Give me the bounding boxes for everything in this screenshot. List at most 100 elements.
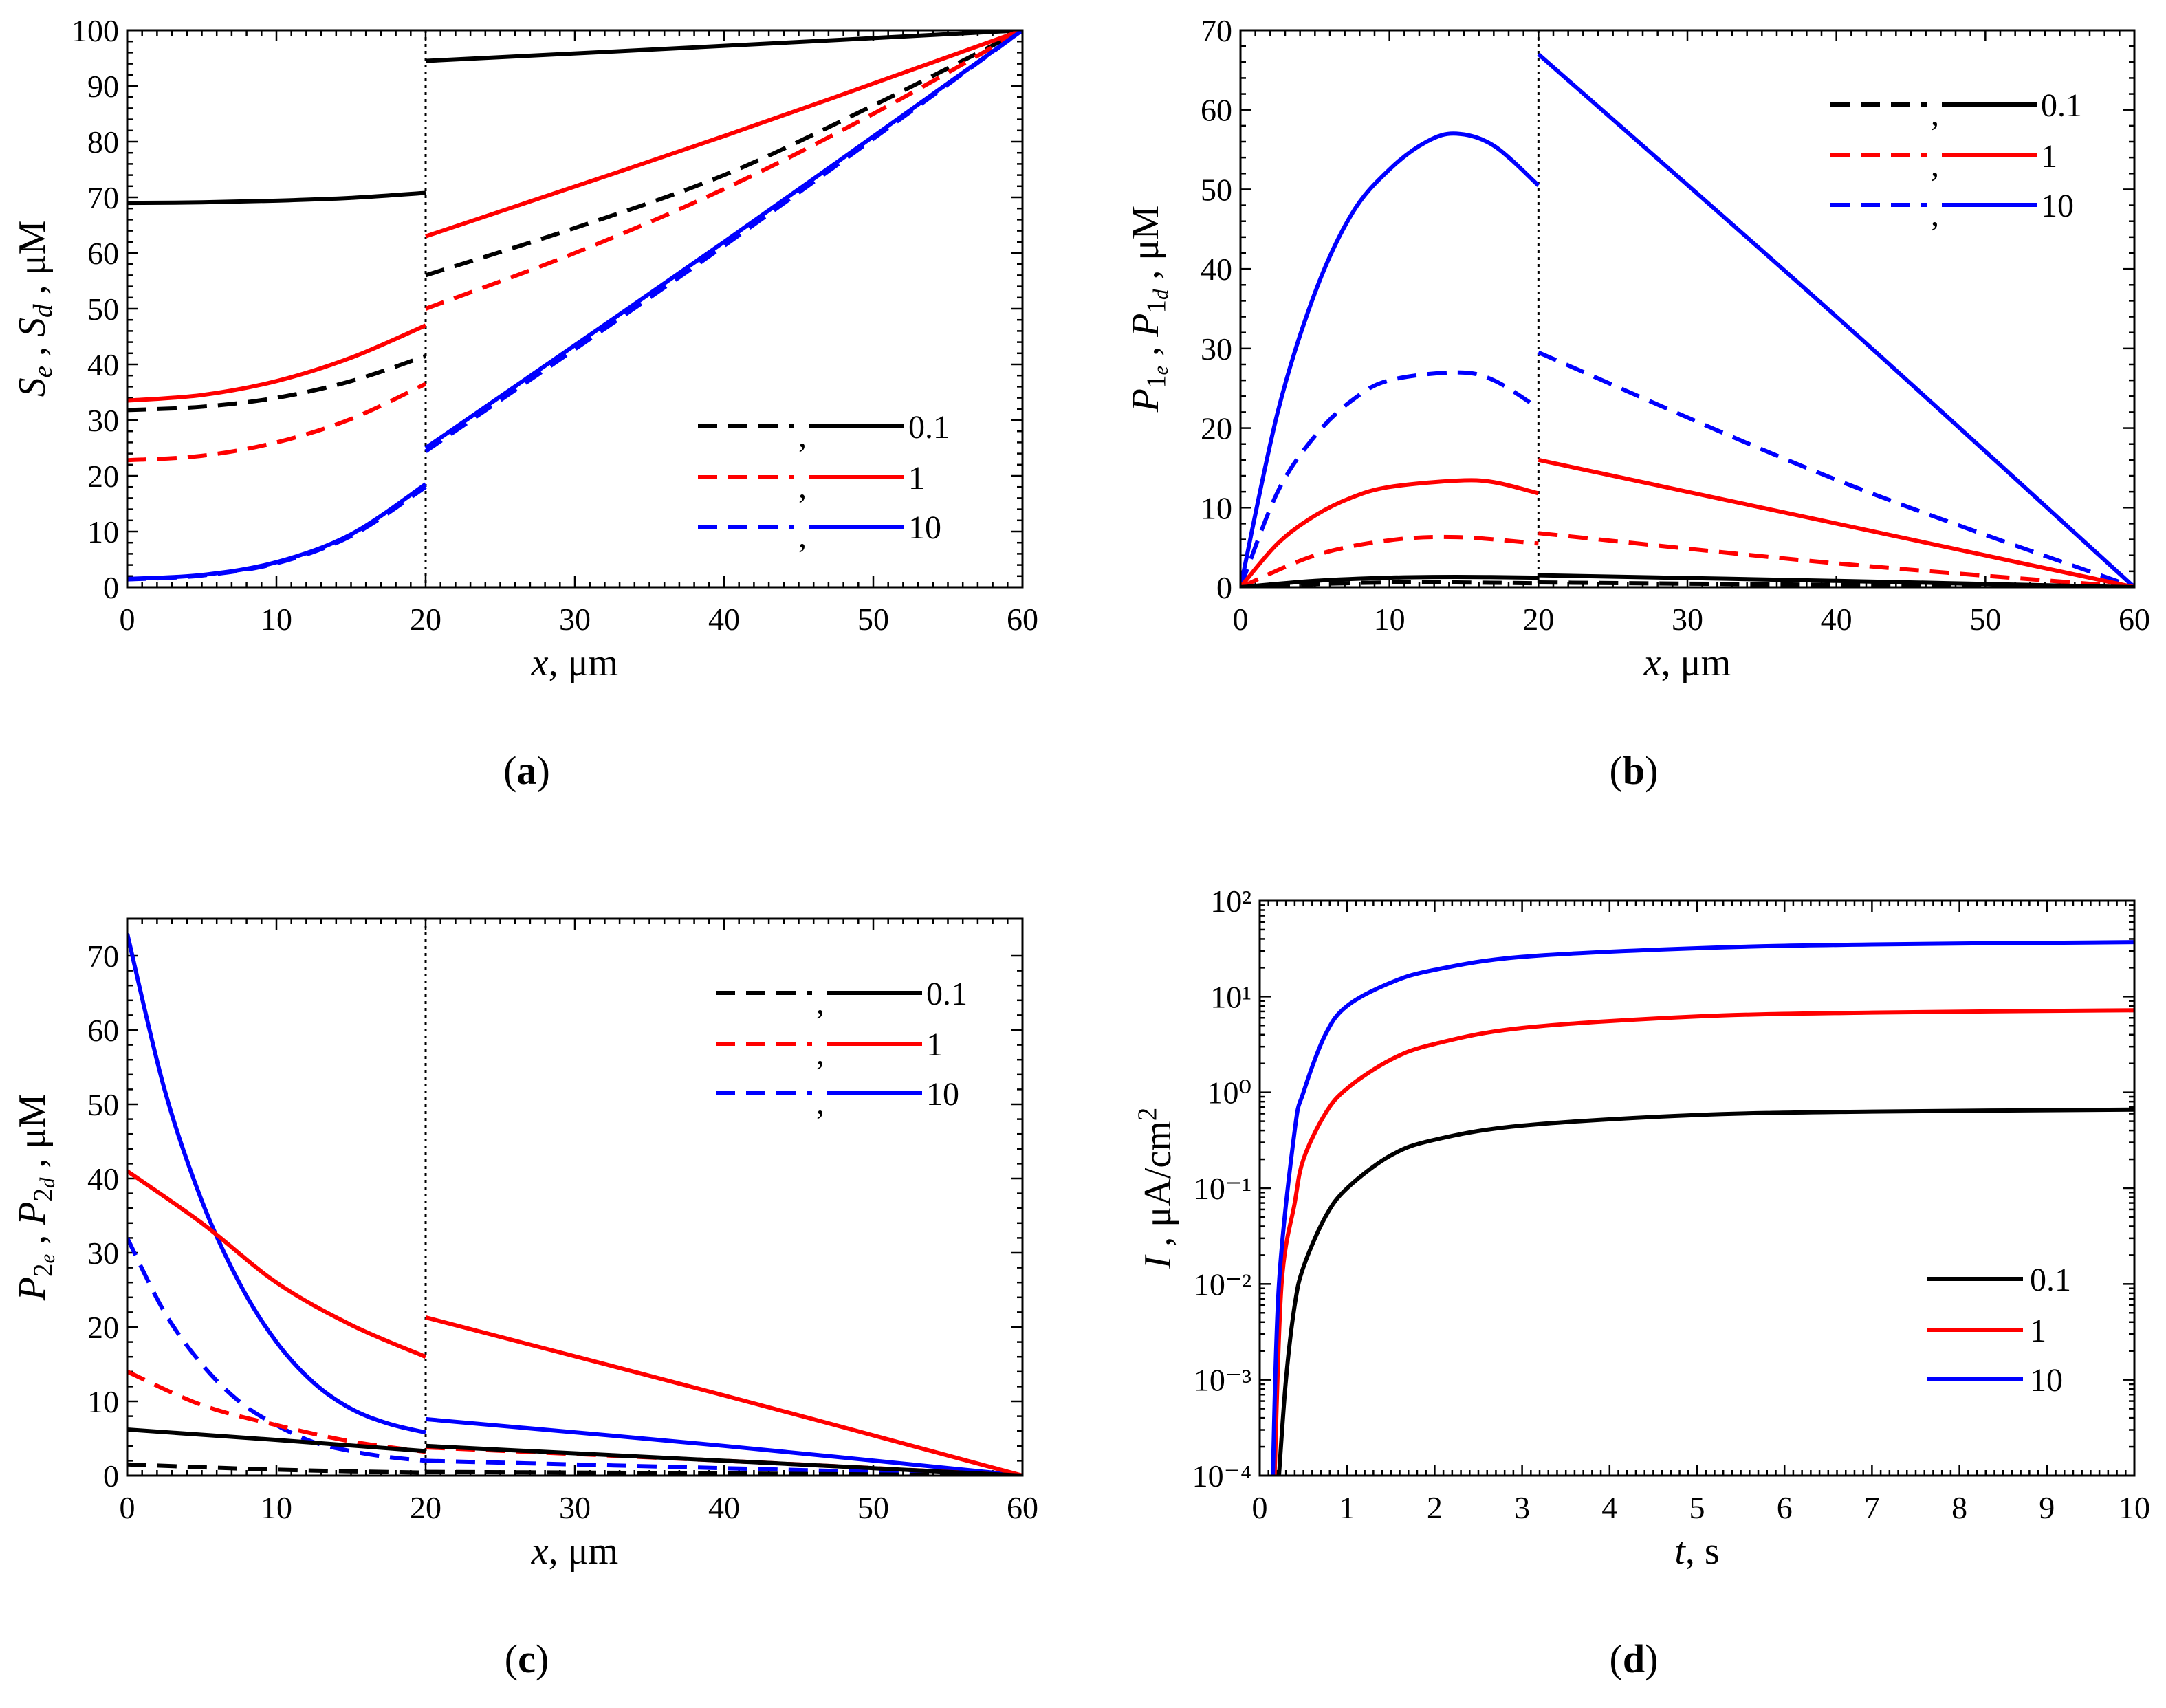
label-part: e xyxy=(36,1254,59,1264)
series-10-dashed xyxy=(127,1237,426,1463)
series-10-dashed xyxy=(127,485,427,582)
label-part: , xyxy=(11,1225,54,1254)
series-10-solid xyxy=(425,1416,1022,1476)
panel-label: (d) xyxy=(1610,1636,1659,1681)
legend-label: 1 xyxy=(2041,138,2057,175)
label-part: e xyxy=(1149,366,1172,375)
label-part: , μM xyxy=(11,1094,54,1178)
x-axis-label: x, μm xyxy=(531,1530,618,1573)
plot-frame xyxy=(1239,29,2136,589)
x-axis-label: t, s xyxy=(1674,1530,1719,1573)
y-tick-label: 70 xyxy=(1201,13,1232,48)
y-tick-label: 50 xyxy=(87,1087,119,1122)
series-1-solid xyxy=(1538,457,2134,587)
legend-item: 10 xyxy=(1927,1362,2063,1399)
series-1-solid xyxy=(425,1315,1022,1476)
label-part: 1 xyxy=(1141,300,1171,314)
label-part: I xyxy=(1137,1254,1179,1269)
y-tick-label: 10⁻¹ xyxy=(1194,1171,1251,1206)
y-tick-label: 10⁻² xyxy=(1194,1267,1251,1302)
label-part: S xyxy=(11,377,54,397)
label-part: x xyxy=(1643,642,1661,684)
paren: ) xyxy=(537,748,550,793)
series-10-solid xyxy=(1271,940,2134,1476)
x-tick-label: 30 xyxy=(1672,602,1703,637)
legend-item: , 0.1 xyxy=(698,409,950,455)
y-tick-label: 90 xyxy=(87,69,119,104)
series-0_1-solid xyxy=(425,30,1022,63)
panel-letter: c xyxy=(518,1636,536,1681)
legend-comma: , xyxy=(798,418,807,455)
y-tick-label: 50 xyxy=(1201,172,1232,207)
label-part: P xyxy=(1124,388,1167,413)
x-tick-label: 40 xyxy=(708,602,740,637)
legend-item: , 0.1 xyxy=(716,976,967,1021)
legend-label: 0.1 xyxy=(2030,1262,2071,1298)
y-tick-label: 60 xyxy=(87,236,119,271)
legend-label: 0.1 xyxy=(2041,87,2082,124)
y-tick-label: 10⁰ xyxy=(1207,1075,1251,1110)
series-10-dashed xyxy=(424,30,1022,453)
x-tick-label: 10 xyxy=(1374,602,1405,637)
series-0_1-solid xyxy=(127,190,426,206)
y-tick-label: 0 xyxy=(1216,570,1232,605)
series-group xyxy=(127,932,1022,1476)
series-0_1-solid xyxy=(1276,1107,2134,1476)
panel-label: (b) xyxy=(1610,748,1659,793)
legend: , 0.1, 1, 10 xyxy=(716,976,967,1121)
legend-label: 10 xyxy=(2041,188,2074,224)
legend-comma: , xyxy=(798,469,807,505)
label-part: x xyxy=(531,1530,549,1573)
y-tick-label: 20 xyxy=(87,459,119,494)
label-part: e xyxy=(28,366,58,377)
x-tick-label: 2 xyxy=(1427,1490,1443,1525)
legend-comma: , xyxy=(816,1085,824,1121)
series-group xyxy=(127,30,1022,582)
label-part: , xyxy=(1124,337,1167,366)
series-0_1-dashed xyxy=(1240,580,1539,587)
x-tick-label: 10 xyxy=(2119,1490,2150,1525)
legend: , 0.1, 1, 10 xyxy=(1830,87,2082,233)
panel-letter: b xyxy=(1623,748,1645,793)
paren: ( xyxy=(505,1636,518,1681)
legend-label: 1 xyxy=(908,460,925,496)
y-axis-label: P1e , P1d , μM xyxy=(1124,206,1172,413)
paren: ( xyxy=(1610,748,1623,793)
x-tick-label: 40 xyxy=(1821,602,1852,637)
series-1-solid xyxy=(1272,1008,2134,1476)
series-1-dashed xyxy=(1538,531,2134,587)
series-10-solid xyxy=(127,932,426,1435)
x-axis-label: x, μm xyxy=(1643,642,1731,684)
series-1-solid xyxy=(127,1169,427,1359)
label-part: x xyxy=(531,642,549,684)
label-part: , μm xyxy=(549,1530,619,1573)
series-group xyxy=(1271,940,2134,1476)
y-tick-label: 10⁻⁴ xyxy=(1192,1458,1251,1493)
y-tick-label: 10⁻³ xyxy=(1194,1363,1251,1398)
x-axis-label: x, μm xyxy=(531,642,618,684)
y-tick-label: 20 xyxy=(87,1310,119,1345)
y-tick-label: 20 xyxy=(1201,411,1232,446)
y-tick-label: 50 xyxy=(87,292,119,327)
y-tick-label: 100 xyxy=(72,13,119,48)
label-part: P xyxy=(1124,314,1167,338)
legend-item: , 0.1 xyxy=(1830,87,2082,133)
legend-comma: , xyxy=(798,518,807,555)
label-part: , μm xyxy=(549,642,619,684)
paren: ( xyxy=(1610,1636,1623,1681)
label-part: 2 xyxy=(28,1188,58,1202)
legend-comma: , xyxy=(1931,197,1939,233)
y-tick-label: 60 xyxy=(87,1013,119,1048)
label-part: , xyxy=(11,337,54,366)
ticks xyxy=(1258,899,2136,1477)
x-tick-label: 0 xyxy=(120,602,135,637)
x-tick-label: 60 xyxy=(2119,602,2150,637)
series-0_1-solid xyxy=(1240,574,1539,587)
series-1-solid xyxy=(425,30,1022,239)
plot-frame xyxy=(1258,899,2136,1477)
legend-label: 1 xyxy=(2030,1313,2046,1349)
legend-item: 0.1 xyxy=(1927,1262,2071,1298)
x-tick-label: 50 xyxy=(857,1490,889,1525)
series-0_1-dashed xyxy=(425,30,1022,278)
